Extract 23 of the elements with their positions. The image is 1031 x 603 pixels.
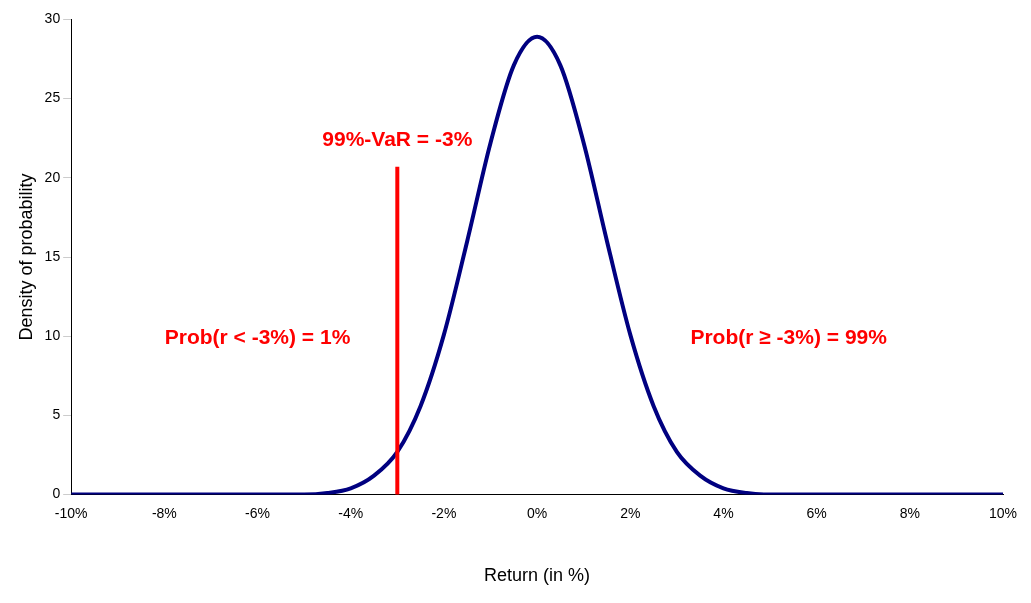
x-tick-label: 4% bbox=[713, 504, 734, 521]
annotation: Prob(r ≥ -3%) = 99% bbox=[690, 324, 888, 348]
x-tick-label: 0% bbox=[526, 504, 548, 521]
y-tick-label: 25 bbox=[44, 89, 61, 106]
annotation: Prob(r < -3%) = 1% bbox=[164, 324, 351, 348]
x-tick-label: -2% bbox=[431, 504, 457, 521]
y-tick-label: 30 bbox=[44, 10, 61, 27]
y-tick-label: 10 bbox=[44, 327, 61, 344]
x-tick-label: 8% bbox=[899, 504, 920, 521]
y-axis-title: Density of probability bbox=[15, 173, 36, 341]
y-tick-label: 20 bbox=[44, 168, 61, 185]
ref-line-label: 99%-VaR = -3% bbox=[322, 126, 473, 150]
x-axis-title: Return (in %) bbox=[484, 565, 591, 586]
x-tick-label: -6% bbox=[245, 504, 270, 521]
y-tick-label: 5 bbox=[52, 406, 61, 423]
x-tick-label: -8% bbox=[151, 504, 177, 521]
x-tick-label: -4% bbox=[338, 504, 364, 521]
y-tick-label: 15 bbox=[44, 247, 61, 264]
x-tick-label: 2% bbox=[620, 504, 641, 521]
x-tick-label: 10% bbox=[988, 504, 1018, 521]
x-tick-label: -10% bbox=[54, 504, 88, 521]
x-tick-label: 6% bbox=[806, 504, 827, 521]
y-tick-label: 0 bbox=[52, 485, 61, 502]
